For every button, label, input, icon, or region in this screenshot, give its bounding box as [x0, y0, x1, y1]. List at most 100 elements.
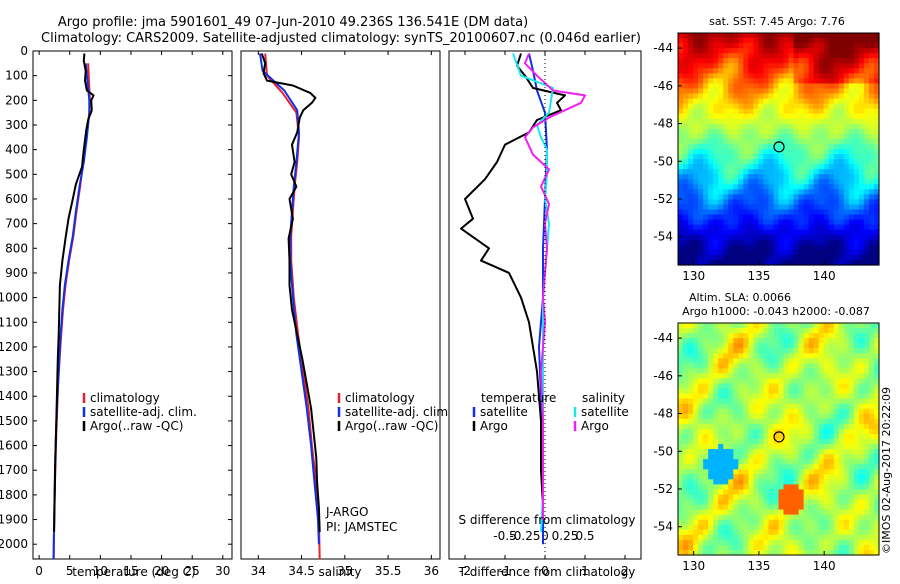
heatmap-cell — [713, 549, 719, 556]
heatmap-cell — [838, 403, 845, 410]
heatmap-cell — [678, 138, 684, 145]
heatmap-cell — [873, 53, 880, 59]
heatmap-cell — [863, 383, 870, 390]
heatmap-cell — [743, 194, 749, 201]
heatmap-cell — [823, 464, 830, 470]
heatmap-cell — [713, 534, 719, 541]
heatmap-cell — [738, 73, 744, 79]
heatmap-cell — [773, 474, 780, 480]
heatmap-cell — [703, 53, 709, 59]
heatmap-cell — [718, 469, 724, 475]
heatmap-cell — [793, 433, 800, 440]
heatmap-cell — [868, 108, 875, 115]
heatmap-cell — [798, 474, 805, 480]
heatmap-cell — [738, 499, 744, 506]
heatmap-cell — [828, 328, 835, 334]
heatmap-cell — [748, 383, 754, 390]
heatmap-cell — [768, 338, 775, 344]
heatmap-cell — [733, 174, 739, 180]
heatmap-cell — [733, 459, 739, 465]
heatmap-cell — [853, 164, 860, 170]
heatmap-cell — [858, 348, 865, 354]
heatmap-cell — [768, 128, 775, 135]
heatmap-cell — [873, 539, 880, 546]
heatmap-cell — [858, 408, 865, 415]
heatmap-cell — [863, 189, 870, 195]
heatmap-cell — [693, 529, 699, 536]
heatmap-cell — [848, 514, 855, 521]
heatmap-cell — [703, 353, 709, 359]
heatmap-cell — [738, 363, 744, 369]
heatmap-cell — [818, 504, 825, 511]
heatmap-cell — [798, 323, 805, 329]
sst-map-title: sat. SST: 7.45 Argo: 7.76 — [709, 15, 845, 28]
heatmap-cell — [728, 48, 734, 54]
heatmap-cell — [793, 138, 800, 145]
heatmap-cell — [808, 489, 815, 496]
heatmap-cell — [873, 234, 880, 241]
heatmap-cell — [803, 159, 810, 165]
heatmap-cell — [808, 38, 815, 44]
heatmap-cell — [713, 368, 719, 375]
heatmap-cell — [748, 43, 754, 49]
heatmap-cell — [818, 549, 825, 556]
heatmap-cell — [683, 138, 689, 145]
heatmap-cell — [713, 58, 719, 64]
heatmap-cell — [778, 118, 785, 125]
temperature-lines — [52, 53, 95, 560]
heatmap-cell — [813, 433, 820, 440]
heatmap-cell — [713, 504, 719, 511]
sla-map-panel: Altim. SLA: 0.0066 Argo h1000: -0.043 h2… — [653, 291, 880, 573]
heatmap-cell — [743, 454, 749, 460]
heatmap-cell — [778, 138, 785, 145]
heatmap-cell — [693, 224, 699, 231]
heatmap-cell — [698, 353, 704, 359]
heatmap-cell — [728, 323, 734, 329]
heatmap-cell — [688, 189, 694, 195]
heatmap-cell — [763, 353, 770, 359]
heatmap-cell — [833, 398, 840, 405]
heatmap-cell — [813, 164, 820, 170]
heatmap-cell — [788, 433, 795, 440]
heatmap-cell — [748, 143, 754, 150]
heatmap-cell — [843, 494, 850, 501]
heatmap-cell — [813, 534, 820, 541]
heatmap-cell — [828, 323, 835, 329]
heatmap-cell — [683, 98, 689, 105]
heatmap-cell — [763, 219, 770, 226]
heatmap-cell — [858, 38, 865, 44]
heatmap-cell — [758, 454, 765, 460]
heatmap-cell — [683, 433, 689, 440]
heatmap-cell — [788, 534, 795, 541]
heatmap-cell — [743, 133, 749, 140]
heatmap-cell — [828, 428, 835, 435]
heatmap-cell — [773, 378, 780, 385]
heatmap-cell — [858, 363, 865, 369]
heatmap-cell — [838, 43, 845, 49]
heatmap-cell — [863, 113, 870, 120]
heatmap-cell — [873, 143, 880, 150]
heatmap-cell — [728, 234, 734, 241]
heatmap-cell — [783, 239, 790, 246]
heatmap-cell — [783, 449, 790, 455]
heatmap-cell — [798, 449, 805, 455]
heatmap-cell — [848, 519, 855, 526]
heatmap-cell — [748, 343, 754, 349]
heatmap-cell — [853, 363, 860, 369]
heatmap-cell — [683, 239, 689, 246]
heatmap-cell — [723, 194, 729, 201]
heatmap-cell — [693, 93, 699, 100]
heatmap-cell — [788, 88, 795, 95]
heatmap-cell — [813, 138, 820, 145]
heatmap-cell — [813, 249, 820, 256]
heatmap-cell — [723, 393, 729, 400]
heatmap-cell — [828, 373, 835, 380]
heatmap-cell — [718, 194, 724, 201]
heatmap-cell — [808, 418, 815, 425]
heatmap-cell — [848, 403, 855, 410]
heatmap-cell — [763, 63, 770, 69]
heatmap-cell — [873, 199, 880, 206]
heatmap-cell — [823, 393, 830, 400]
heatmap-cell — [803, 519, 810, 526]
heatmap-cell — [723, 43, 729, 49]
